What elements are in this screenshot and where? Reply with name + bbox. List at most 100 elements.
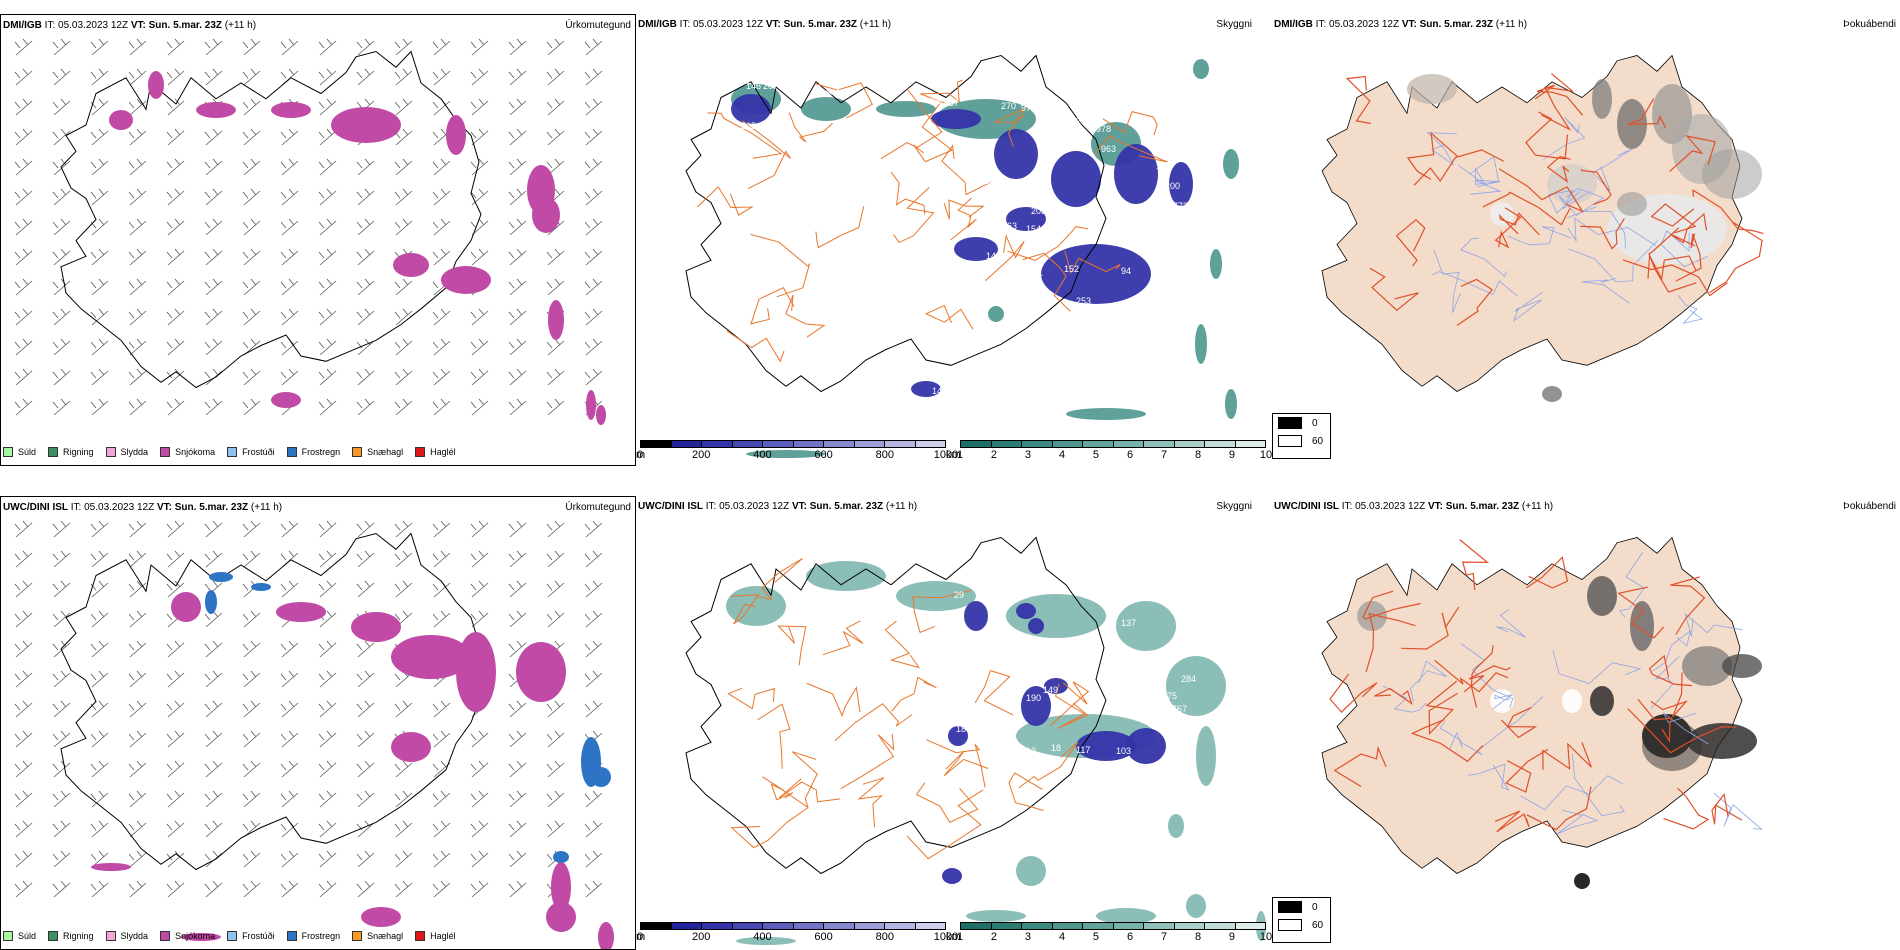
road: [1526, 556, 1569, 589]
wind-barb: [584, 820, 603, 838]
wind-barb: [166, 880, 185, 898]
wind-barb: [318, 128, 337, 146]
wind-barb: [242, 398, 261, 416]
legend-swatch: [105, 931, 116, 941]
wind-barb: [356, 218, 375, 236]
wind-barb: [14, 850, 33, 868]
ceiling-value-label: 775: [1162, 691, 1177, 701]
visibility-unit-top: km: [946, 449, 961, 461]
scale-tick-label: 1000: [933, 449, 959, 461]
shaded-area: [532, 197, 560, 233]
river: [1572, 753, 1625, 817]
legend-swatch: [48, 447, 59, 457]
wind-barb: [318, 760, 337, 778]
shaded-area: [196, 102, 236, 118]
wind-barb: [166, 760, 185, 778]
road: [1542, 742, 1592, 770]
road: [1709, 221, 1763, 294]
ceiling-value-label: 725: [1046, 116, 1061, 126]
wind-barb: [394, 98, 413, 116]
wind-barb: [356, 880, 375, 898]
legend-label: Slydda: [120, 447, 149, 457]
shaded-area: [276, 602, 326, 622]
wind-barb: [14, 248, 33, 266]
river: [1556, 809, 1598, 835]
ceiling-value-label: 849: [826, 88, 841, 98]
panel-title: DMI/IGB IT: 05.03.2023 12Z VT: Sun. 5.ma…: [1274, 19, 1528, 30]
river: [1492, 694, 1513, 710]
wind-barb: [204, 398, 223, 416]
wind-barb: [166, 520, 185, 538]
road: [1470, 645, 1494, 708]
wind-barb: [90, 550, 109, 568]
panel-name: Úrkomutegund: [565, 502, 631, 513]
shaded-area: [1166, 656, 1226, 716]
wind-barb: [52, 308, 71, 326]
wind-barb: [166, 790, 185, 808]
road: [920, 79, 963, 104]
wind-barb: [280, 850, 299, 868]
wind-barb: [508, 880, 527, 898]
scale-swatch: [793, 441, 824, 447]
scale-swatch: [854, 923, 885, 929]
fog-scale-label: 60: [1312, 435, 1324, 447]
scale-swatch: [854, 441, 885, 447]
shaded-area: [546, 902, 576, 932]
panel-name: Skyggni: [1216, 19, 1252, 30]
ceiling-value-label: 548: [961, 144, 976, 154]
road: [777, 625, 807, 666]
scale-tick-label: 600: [814, 449, 833, 461]
wind-barb: [242, 308, 261, 326]
freezing-rain-areas: [205, 572, 611, 863]
wind-barb: [242, 158, 261, 176]
shaded-area: [441, 266, 491, 294]
wind-barb: [166, 368, 185, 386]
road: [1622, 259, 1728, 297]
legend-item: Súld: [3, 931, 36, 941]
wind-barb: [90, 188, 109, 206]
wind-barb: [204, 308, 223, 326]
ceiling-value-label: 200: [1165, 181, 1180, 191]
road: [912, 589, 972, 634]
wind-barb: [470, 398, 489, 416]
shaded-area: [1630, 601, 1654, 651]
scale-swatch: [702, 441, 733, 447]
ceiling-value-label: 150: [1151, 241, 1166, 251]
road: [1050, 681, 1090, 727]
scale-swatch: [1174, 923, 1205, 929]
wind-barb: [204, 368, 223, 386]
legend-swatch: [286, 447, 297, 457]
wind-barb: [90, 128, 109, 146]
road: [1546, 155, 1571, 183]
river: [1426, 132, 1458, 166]
ceiling-areas: [731, 94, 1193, 397]
fog-scale-swatch: [1278, 417, 1302, 429]
scale-tick-label: 400: [753, 931, 772, 943]
wind-barb: [432, 308, 451, 326]
shaded-area: [966, 910, 1026, 922]
scale-swatch: [793, 923, 824, 929]
scale-tick-label: 200: [692, 931, 711, 943]
wind-barb: [470, 850, 489, 868]
wind-barb: [90, 610, 109, 628]
wind-barb: [52, 670, 71, 688]
river: [1460, 237, 1507, 278]
wind-barb: [204, 610, 223, 628]
wind-barb: [52, 188, 71, 206]
wind-barb: [356, 550, 375, 568]
wind-barb: [432, 550, 451, 568]
road: [1647, 253, 1697, 281]
ceiling-value-label: 149: [1043, 685, 1058, 695]
wind-barb: [280, 640, 299, 658]
road: [1018, 741, 1079, 789]
wind-barb: [52, 338, 71, 356]
wind-barb: [128, 398, 147, 416]
river: [1469, 156, 1502, 195]
wind-barb: [166, 820, 185, 838]
shaded-area: [1114, 144, 1158, 204]
scale-swatch: [824, 923, 855, 929]
scale-tick-label: 1000: [933, 931, 959, 943]
road: [1670, 576, 1706, 635]
wind-barb: [204, 820, 223, 838]
road: [1008, 772, 1044, 811]
